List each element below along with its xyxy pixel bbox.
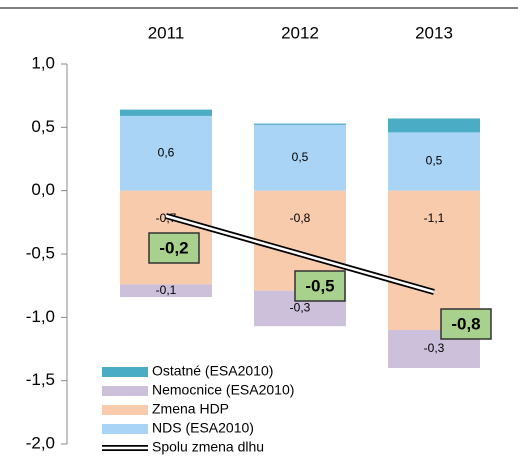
bar-segment [388, 132, 480, 191]
bar-segment [254, 123, 346, 125]
value-label: -0,3 [290, 301, 311, 315]
legend-label: Spolu zmena dlhu [152, 439, 264, 455]
bar-segment [254, 124, 346, 191]
x-tick-label: 2012 [281, 23, 319, 42]
line-label: -0,5 [305, 276, 334, 295]
y-tick-label: -2,0 [26, 433, 55, 452]
y-tick-label: -1,5 [26, 370, 55, 389]
y-tick-label: 0,0 [31, 180, 55, 199]
legend-label: Ostatné (ESA2010) [152, 363, 273, 379]
bar-segment [388, 118, 480, 133]
bar-segment [120, 284, 212, 298]
line-label: -0,2 [159, 238, 188, 257]
y-tick-label: -1,0 [26, 307, 55, 326]
value-label: -0,3 [424, 341, 445, 355]
y-tick-label: 1,0 [31, 53, 55, 72]
legend-label: Zmena HDP [152, 401, 229, 417]
legend-swatch [102, 424, 148, 434]
line-label-box [440, 308, 492, 340]
value-label: 0,6 [158, 145, 175, 159]
line-label-box [148, 232, 200, 264]
x-tick-label: 2011 [148, 23, 185, 42]
value-label: -1,1 [424, 211, 445, 225]
value-label: 0,5 [426, 154, 443, 168]
y-tick-label: 0,5 [31, 117, 55, 136]
legend-label: Nemocnice (ESA2010) [152, 382, 294, 398]
bar-segment [388, 190, 480, 330]
bar-segment [120, 109, 212, 116]
value-label: -0,8 [290, 211, 311, 225]
legend-swatch [102, 405, 148, 415]
line-inner [165, 214, 435, 294]
line-label: -0,8 [451, 314, 480, 333]
value-label: -0,1 [156, 283, 177, 297]
value-label: 0,5 [292, 150, 309, 164]
x-tick-label: 2013 [415, 23, 453, 42]
legend-label: NDS (ESA2010) [152, 420, 254, 436]
legend-swatch [102, 386, 148, 396]
line-label-box [294, 270, 346, 302]
bar-segment [120, 115, 212, 191]
legend-swatch [102, 367, 148, 377]
y-tick-label: -0,5 [26, 243, 55, 262]
